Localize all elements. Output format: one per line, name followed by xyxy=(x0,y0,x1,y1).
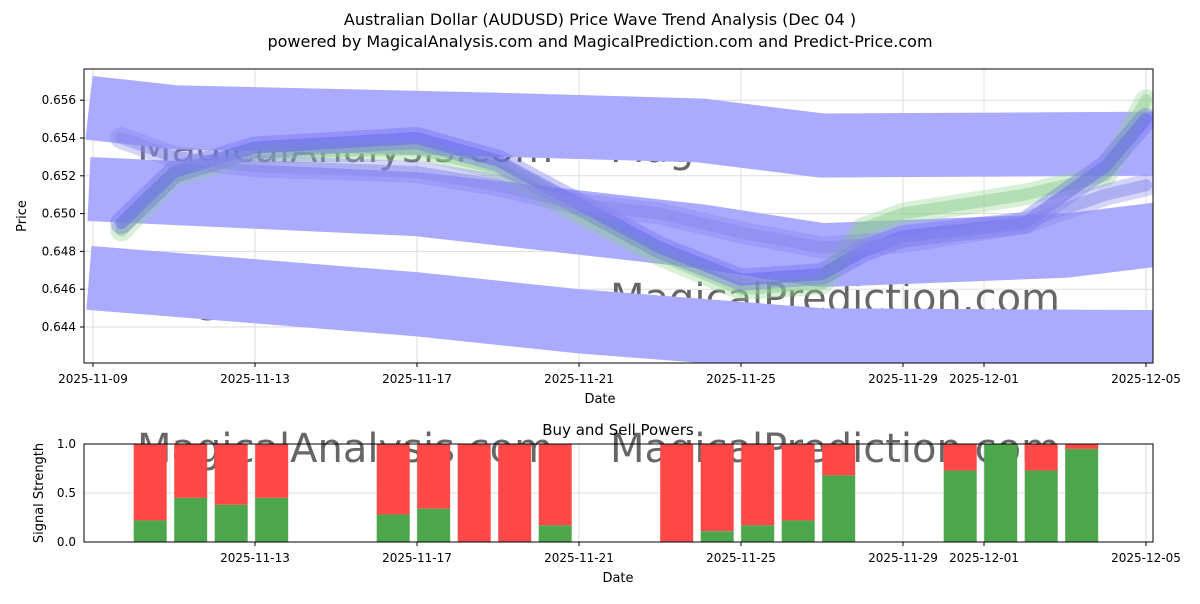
buy-bar xyxy=(943,470,977,542)
x-tick-label: 2025-12-01 xyxy=(949,372,1019,386)
price-plot-frame xyxy=(83,68,1154,364)
buy-bar xyxy=(984,444,1018,542)
x-tick-label: 2025-12-05 xyxy=(1111,372,1181,386)
chart-title: Australian Dollar (AUDUSD) Price Wave Tr… xyxy=(344,10,856,29)
sell-bar xyxy=(174,444,208,498)
buy-bar xyxy=(741,525,775,542)
sell-bar xyxy=(741,444,775,526)
y-tick-label: 0.654 xyxy=(42,131,76,145)
y-tick-label: 0.650 xyxy=(42,207,76,221)
bar-y-axis-label: Signal Strength xyxy=(32,443,47,543)
trend-band xyxy=(85,75,1153,178)
x-tick-label: 2025-12-01 xyxy=(949,551,1019,565)
x-tick-label: 2025-11-09 xyxy=(58,372,128,386)
signal-plot-frame xyxy=(83,443,1154,543)
bar-x-axis-label: Date xyxy=(602,571,633,586)
sell-bar xyxy=(538,444,572,526)
buy-bar xyxy=(214,504,248,542)
chart-subtitle: powered by MagicalAnalysis.com and Magic… xyxy=(267,32,932,51)
sell-bar xyxy=(498,444,532,542)
buy-bar xyxy=(822,475,856,542)
price-plot: 0.644 0.646 0.648 0.650 0.652 0.654 0.656 2025-… xyxy=(42,69,1181,386)
trend-band xyxy=(87,157,1153,288)
x-tick-label: 2025-11-25 xyxy=(706,372,776,386)
y-tick-label: 0.648 xyxy=(42,244,76,258)
y-tick-label: 0.652 xyxy=(42,169,76,183)
buy-bar xyxy=(538,525,572,542)
buy-bar xyxy=(133,520,167,542)
x-tick-label: 2025-12-05 xyxy=(1111,551,1181,565)
sell-bar xyxy=(1024,444,1058,471)
trend-band xyxy=(86,245,1153,363)
y-axis-label: Price xyxy=(15,200,30,232)
y-tick-label: 0.0 xyxy=(57,535,76,549)
x-tick-label: 2025-11-17 xyxy=(382,551,452,565)
x-tick-label: 2025-11-29 xyxy=(868,372,938,386)
buy-bar xyxy=(700,531,734,542)
y-tick-label: 0.656 xyxy=(42,93,76,107)
buy-bar xyxy=(1024,470,1058,542)
sell-bar xyxy=(822,444,856,476)
sell-bar xyxy=(781,444,815,521)
x-tick-label: 2025-11-17 xyxy=(382,372,452,386)
sell-bar xyxy=(457,444,491,542)
sell-bar xyxy=(1065,444,1099,449)
sell-bar xyxy=(133,444,167,521)
wave-line xyxy=(115,94,1152,296)
x-tick-label: 2025-11-21 xyxy=(544,551,614,565)
bar-chart-title: Buy and Sell Powers xyxy=(542,421,694,439)
sell-bar xyxy=(943,444,977,471)
sell-bar xyxy=(214,444,248,505)
y-tick-label: 1.0 xyxy=(57,437,76,451)
wave-line xyxy=(115,132,1152,254)
buy-bar xyxy=(255,497,289,542)
sell-bar xyxy=(700,444,734,532)
x-tick-label: 2025-11-13 xyxy=(220,372,290,386)
y-tick-label: 0.644 xyxy=(42,320,76,334)
x-tick-label: 2025-11-21 xyxy=(544,372,614,386)
sell-bar xyxy=(417,444,451,509)
buy-bar xyxy=(1065,448,1099,542)
sell-bar xyxy=(376,444,410,515)
sell-bar xyxy=(255,444,289,498)
signal-plot: 0.0 0.5 1.0 2025-11-13 2025-11-17 2025-11-21 2… xyxy=(57,426,1181,565)
y-tick-label: 0.5 xyxy=(57,486,76,500)
buy-bar xyxy=(781,520,815,542)
x-axis-label: Date xyxy=(584,392,615,407)
sell-bar xyxy=(660,444,694,542)
x-tick-label: 2025-11-29 xyxy=(868,551,938,565)
x-tick-label: 2025-11-13 xyxy=(220,551,290,565)
buy-bar xyxy=(174,497,208,542)
y-tick-label: 0.646 xyxy=(42,282,76,296)
buy-bar xyxy=(376,514,410,542)
x-tick-label: 2025-11-25 xyxy=(706,551,776,565)
buy-bar xyxy=(417,508,451,542)
